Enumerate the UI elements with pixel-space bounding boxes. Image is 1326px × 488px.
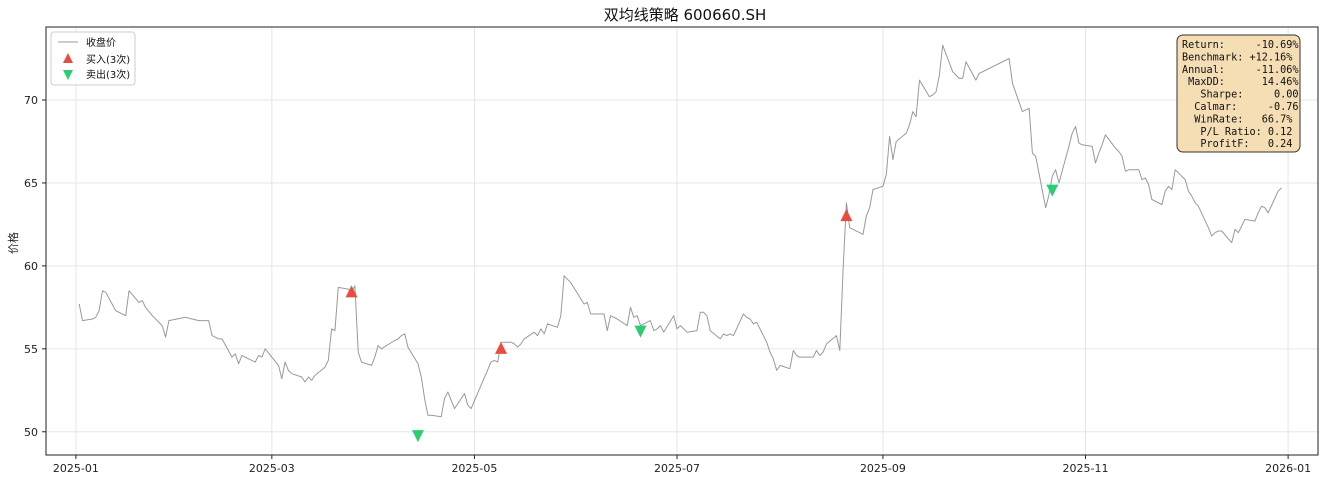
buy-marker [494,341,507,354]
sell-marker [634,325,647,338]
legend-buy-swatch [63,53,73,63]
sell-marker [411,430,424,443]
trade-markers [345,184,1059,443]
stats-box: Return: -10.69%Benchmark: +12.16% Annual:… [1176,34,1301,153]
sell-marker [1046,184,1059,197]
x-tick-label: 2025-03 [249,462,295,475]
y-tick-label: 70 [24,94,38,107]
y-tick-label: 50 [24,426,38,439]
plot-frame [45,26,1319,456]
x-tick-label: 2025-09 [860,462,906,475]
x-tick-label: 2025-05 [451,462,497,475]
x-tick-label: 2025-07 [654,462,700,475]
buy-marker [345,285,358,298]
y-tick-label: 60 [24,260,38,273]
x-axis: 2025-01 2025-03 2025-05 2025-07 2025-09 2025-… [53,455,1311,475]
stats-line: Sharpe: 0.00 [1182,90,1299,101]
buy-marker [840,209,853,222]
stats-line: Calmar: -0.76 [1182,102,1299,113]
stats-line: Annual: -11.06% [1182,65,1299,76]
y-tick-label: 55 [24,343,38,356]
chart-title: 双均线策略 600660.SH [604,6,767,24]
y-tick-label: 65 [24,177,38,190]
x-tick-label: 2026-01 [1265,462,1311,475]
x-tick-label: 2025-11 [1063,462,1109,475]
legend-sell-label: 卖出(3次) [86,68,130,81]
legend-price-label: 收盘价 [86,36,116,49]
price-line-layer [78,44,1282,418]
price-series-line [78,44,1282,418]
stats-line: P/L Ratio: 0.12 [1182,127,1292,138]
stats-line: MaxDD: 14.46% [1182,77,1299,88]
stats-line: Benchmark: +12.16% [1182,52,1292,63]
legend-sell-swatch [63,70,73,80]
y-axis-label: 价格 [6,232,20,254]
legend-buy-label: 买入(3次) [86,53,130,66]
x-tick-label: 2025-01 [53,462,99,475]
gridlines [46,27,1318,455]
stats-box-bg [1176,34,1301,153]
stats-line: WinRate: 66.7% [1182,114,1292,125]
stats-line: ProfitF: 0.24 [1182,139,1292,150]
y-axis: 50 55 60 65 70 [24,94,46,439]
stats-line: Return: -10.69% [1182,40,1299,51]
